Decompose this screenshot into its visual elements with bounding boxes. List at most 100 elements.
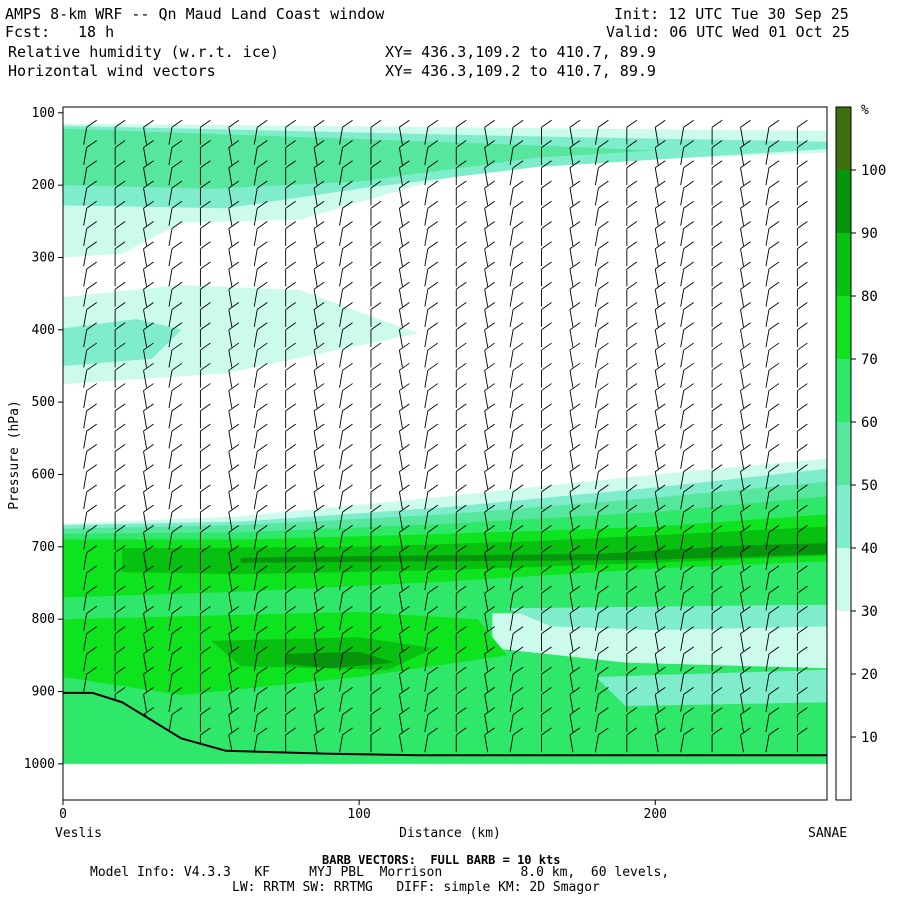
wind-barb-flag [768,484,780,493]
wind-barb-flag [626,403,638,412]
wind-barb [313,451,318,469]
wind-barb-flag [285,687,296,695]
wind-barb-flag [626,160,638,169]
wind-barb-flag [313,200,325,209]
wind-barb-flag [427,464,439,472]
wind-barb-flag [171,302,183,310]
wind-barb-flag [256,302,268,310]
wind-barb-flag [455,687,467,695]
wind-barb-flag [768,666,780,675]
wind-barb-flag [569,443,581,452]
wind-barb [569,390,574,409]
wind-barb-flag [114,646,126,655]
wind-barb-flag [654,484,666,493]
wind-barb-flag [114,423,126,432]
wind-barb-flag [797,362,808,371]
wind-barb [168,613,173,631]
wind-barb [339,471,343,490]
wind-barb [765,552,770,571]
wind-barb [339,187,343,206]
wind-barb-flag [484,241,495,250]
wind-barb-flag [399,302,410,310]
wind-barb [228,613,233,631]
wind-barb-flag [455,504,467,513]
wind-barb-flag [114,524,126,533]
wind-barb [594,714,599,733]
wind-barb-flag [399,200,410,209]
wind-barb-flag [768,322,780,331]
wind-barb [740,127,744,145]
wind-barb [509,309,514,327]
wind-barb-flag [370,241,382,250]
wind-barb-flag [313,322,325,331]
wind-barb [654,187,659,206]
wind-barb-flag [143,119,154,128]
wind-barb [313,430,318,449]
wind-barb [143,512,147,530]
wind-barb [765,147,770,165]
wind-barb-flag [228,322,240,331]
wind-barb-flag [512,119,524,128]
wind-barb [509,228,514,246]
wind-barb-flag [598,119,609,128]
wind-barb [765,187,770,206]
wind-barb-flag [569,383,581,391]
wind-barb [253,208,258,226]
wind-barb-flag [598,707,609,716]
wind-barb [228,734,233,751]
wind-barb-flag [569,281,581,290]
wind-barb [765,491,770,510]
wind-barb-flag [683,484,694,493]
wind-barb [680,613,685,631]
wind-barb-flag [626,666,638,675]
wind-barb [339,228,343,246]
wind-barb-flag [569,464,581,472]
wind-barb [228,694,233,712]
wind-barb-flag [228,383,240,391]
wind-barb [654,370,659,388]
wind-barb-flag [569,545,581,553]
wind-barb [83,512,88,530]
wind-barb-flag [598,241,609,250]
wind-barb [313,593,318,611]
wind-barb-flag [455,423,467,432]
wind-barb-flag [740,524,751,533]
wind-barb-flag [427,605,439,614]
wind-barb [424,410,429,429]
y-tick-label: 700 [32,540,55,555]
wind-barb [424,694,429,712]
wind-barb-flag [598,322,609,331]
wind-barb [680,167,685,186]
wind-barb [594,329,599,348]
wind-barb [484,633,489,652]
wind-barb-flag [569,221,581,229]
wind-barb-flag [654,200,666,209]
wind-barb [398,613,403,631]
wind-barb-flag [370,605,382,614]
wind-barb-flag [484,626,495,634]
wind-barb-flag [484,261,495,270]
wind-barb [398,289,403,307]
wind-barb [339,349,343,368]
wind-barb-flag [200,687,211,695]
wind-barb [740,370,744,388]
wind-barb-flag [683,241,694,250]
wind-barb [339,593,343,611]
wind-barb-flag [768,646,780,655]
wind-barb-flag [86,160,97,169]
wind-barb-flag [569,484,581,493]
wind-barb [253,572,258,591]
wind-barb-flag [114,160,126,169]
wind-barb [168,512,173,530]
colorbar-swatch [836,359,851,422]
wind-barb-flag [200,302,211,310]
wind-barb-flag [711,484,723,493]
wind-barb-flag [569,180,581,189]
wind-barb-flag [541,504,552,513]
wind-barb-flag [569,687,581,695]
wind-barb [168,248,173,267]
wind-barb [680,532,685,550]
wind-barb-flag [740,200,751,209]
wind-barb-flag [683,383,694,391]
wind-barb [168,390,173,409]
